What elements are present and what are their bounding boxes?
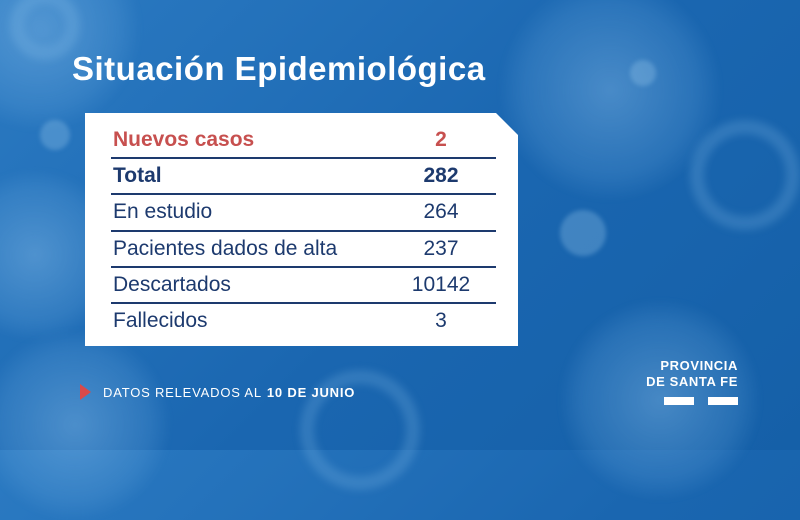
table-row-fallecidos: Fallecidos 3 [111, 304, 496, 338]
row-value: 282 [423, 164, 459, 188]
logo-line-2: DE SANTA FE [646, 374, 738, 389]
row-label: En estudio [113, 200, 213, 224]
logo-flag-bars [646, 397, 738, 405]
row-value: 237 [423, 236, 459, 260]
footer-date: 10 DE JUNIO [266, 384, 356, 400]
logo-line-1: PROVINCIA [660, 358, 738, 373]
row-label: Fallecidos [113, 308, 208, 332]
row-value: 264 [423, 200, 459, 224]
table-row-descartados: Descartados 10142 [111, 268, 496, 304]
virus-blob-top-right [500, 0, 720, 200]
virus-dot-3 [630, 60, 656, 86]
row-value: 10142 [411, 272, 471, 296]
virus-dot-2 [40, 120, 70, 150]
logo-bar-left [664, 397, 694, 405]
row-label: Descartados [113, 272, 231, 296]
logo-bar-right [708, 397, 738, 405]
row-label: Pacientes dados de alta [113, 236, 338, 260]
virus-ring-top-right [690, 120, 800, 230]
footer-note: DATOS RELEVADOS AL 10 DE JUNIO [80, 384, 355, 400]
table-row-total: Total 282 [111, 159, 496, 195]
row-label: Nuevos casos [113, 128, 255, 152]
row-value: 3 [435, 308, 447, 332]
table-row-en-estudio: En estudio 264 [111, 195, 496, 231]
footer-prefix: DATOS RELEVADOS AL [103, 384, 262, 400]
row-value: 2 [435, 128, 447, 152]
virus-blob-bottom-left [0, 330, 170, 520]
red-arrow-icon [80, 384, 91, 400]
virus-dot-1 [560, 210, 606, 256]
table-row-dados-de-alta: Pacientes dados de alta 237 [111, 232, 496, 268]
table-row-nuevos-casos: Nuevos casos 2 [111, 123, 496, 159]
page-title: Situación Epidemiológica [72, 50, 486, 87]
row-label: Total [113, 164, 162, 188]
epidemiology-table-card: Nuevos casos 2 Total 282 En estudio 264 … [85, 113, 518, 346]
provincia-santa-fe-logo: PROVINCIA DE SANTA FE [646, 358, 738, 405]
